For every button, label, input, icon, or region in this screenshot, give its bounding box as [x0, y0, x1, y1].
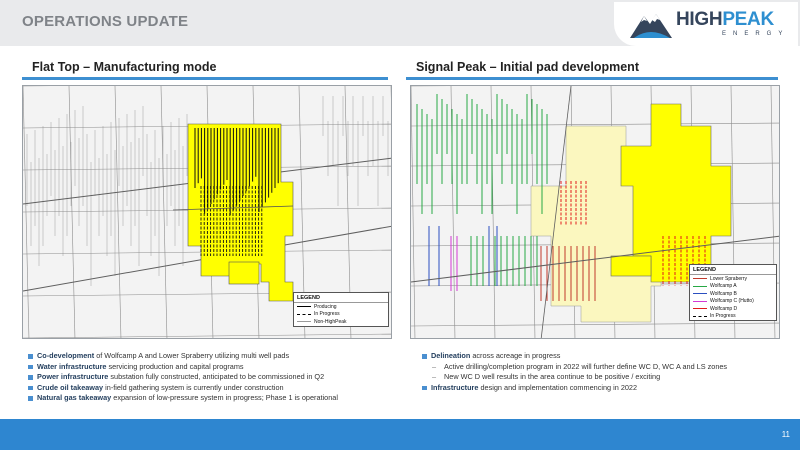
legend-item-producing: Producing — [294, 303, 388, 311]
legend-item-wolfcamp-d: Wolfcamp D — [690, 305, 776, 313]
bullet-text: Active drilling/completion program in 20… — [444, 361, 728, 371]
legend-swatch — [693, 278, 707, 280]
right-bullet-list: Delineation across acreage in progress A… — [422, 351, 727, 393]
legend-label: Producing — [314, 303, 337, 310]
section-line — [23, 333, 391, 338]
bullet-bold: Infrastructure — [431, 382, 479, 392]
legend-item-non-highpeak: Non-HighPeak — [294, 318, 388, 326]
right-panel-rule — [406, 77, 778, 80]
legend-swatch — [693, 300, 707, 302]
list-item: Delineation across acreage in progress — [422, 351, 727, 362]
section-line — [411, 86, 416, 338]
legend-item-wolfcamp-c: Wolfcamp C (Hutto) — [690, 298, 776, 306]
company-logo: HIGHPEAK ENERGY — [614, 2, 798, 46]
legend-swatch — [693, 285, 707, 287]
legend-label: In Progress — [710, 313, 736, 320]
section-line — [114, 86, 122, 338]
list-item: Power infrastructure substation fully co… — [28, 372, 338, 383]
flat-top-map-canvas — [23, 86, 391, 338]
bullet-bold: Natural gas takeaway — [37, 393, 112, 403]
section-line — [23, 86, 30, 338]
bullet-text: design and implementation commencing in … — [478, 382, 638, 392]
section-line — [390, 86, 391, 99]
list-item: Water infrastructure servicing productio… — [28, 362, 338, 373]
section-line — [172, 205, 294, 211]
left-legend-title: LEGEND — [294, 293, 388, 303]
list-item: New WC D well results in the area contin… — [422, 372, 727, 383]
logo-subtitle: ENERGY — [722, 31, 790, 37]
section-line — [411, 122, 779, 127]
bullet-bold: Delineation — [431, 351, 471, 360]
bullet-text: across acreage in progress — [470, 351, 561, 360]
road-line — [540, 86, 572, 338]
signal-peak-map: LEGEND Lower Spraberry Wolfcamp A Wolfca… — [410, 85, 780, 339]
highpeak-acreage — [228, 261, 260, 285]
right-panel-title: Signal Peak – Initial pad development — [416, 60, 639, 74]
bullet-text: in-field gathering system is currently u… — [103, 382, 284, 392]
legend-label: Wolfcamp C (Hutto) — [710, 298, 754, 305]
legend-swatch — [693, 293, 707, 295]
mountain-icon — [630, 14, 672, 38]
list-item: Natural gas takeaway expansion of low-pr… — [28, 393, 338, 404]
list-item: Infrastructure design and implementation… — [422, 383, 727, 394]
bullet-bold: Water infrastructure — [37, 361, 107, 371]
right-legend-title: LEGEND — [690, 265, 776, 275]
bullet-bold: Crude oil takeaway — [37, 382, 104, 392]
legend-item-in-progress: In Progress — [294, 311, 388, 319]
road-line — [411, 235, 779, 283]
list-item: Crude oil takeaway in-field gathering sy… — [28, 383, 338, 394]
list-item: Active drilling/completion program in 20… — [422, 362, 727, 373]
left-legend: LEGEND Producing In Progress Non-HighPea… — [293, 292, 389, 327]
bullet-text: New WC D well results in the area contin… — [444, 372, 661, 382]
left-bullet-list: Co-development of Wolfcamp A and Lower S… — [28, 351, 338, 404]
logo-word-high: HIGH — [676, 9, 723, 30]
section-line — [411, 322, 779, 327]
bullet-text: substation fully constructed, anticipate… — [108, 372, 325, 382]
section-line — [160, 86, 168, 338]
bullet-bold: Co-development — [37, 351, 95, 360]
legend-swatch — [693, 308, 707, 310]
legend-item-wolfcamp-a: Wolfcamp A — [690, 283, 776, 291]
legend-swatch — [297, 313, 311, 315]
left-panel-title: Flat Top – Manufacturing mode — [32, 60, 217, 74]
logo-wordmark: HIGHPEAK — [676, 9, 774, 31]
bullet-text: of Wolfcamp A and Lower Spraberry utiliz… — [94, 351, 290, 360]
logo-word-peak: PEAK — [722, 9, 774, 30]
highpeak-acreage — [610, 255, 652, 277]
legend-label: Wolfcamp B — [710, 290, 737, 297]
legend-label: Wolfcamp D — [710, 305, 738, 312]
legend-label: In Progress — [314, 311, 340, 318]
list-item: Co-development of Wolfcamp A and Lower S… — [28, 351, 338, 362]
bullet-text: expansion of low-pressure system in prog… — [111, 393, 338, 403]
right-legend: LEGEND Lower Spraberry Wolfcamp A Wolfca… — [689, 264, 777, 321]
legend-swatch — [297, 306, 311, 308]
bullet-text: servicing production and capital program… — [106, 361, 244, 371]
legend-item-lower-spraberry: Lower Spraberry — [690, 275, 776, 283]
legend-label: Lower Spraberry — [710, 275, 747, 282]
footer-bar: 11 — [0, 419, 800, 450]
legend-label: Non-HighPeak — [314, 318, 347, 325]
legend-swatch — [297, 321, 311, 323]
slide-title: OPERATIONS UPDATE — [22, 13, 189, 30]
legend-item-in-progress: In Progress — [690, 313, 776, 321]
left-panel-rule — [22, 77, 388, 80]
bullet-bold: Power infrastructure — [37, 372, 109, 382]
flat-top-map: LEGEND Producing In Progress Non-HighPea… — [22, 85, 392, 339]
section-line — [68, 86, 76, 338]
legend-item-wolfcamp-b: Wolfcamp B — [690, 290, 776, 298]
legend-swatch — [693, 315, 707, 317]
page-number: 11 — [781, 430, 790, 439]
legend-label: Wolfcamp A — [710, 283, 737, 290]
